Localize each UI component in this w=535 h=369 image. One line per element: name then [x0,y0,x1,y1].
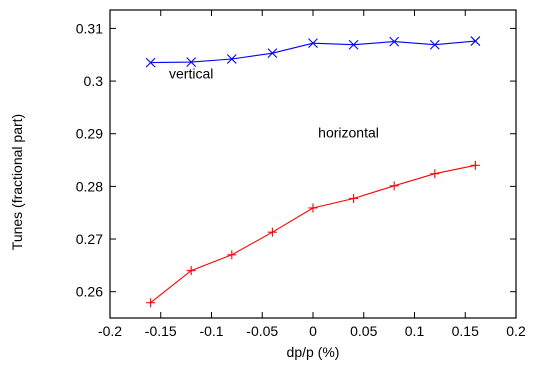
horizontal-point [470,160,480,170]
horizontal-point [349,193,359,203]
x-tick-label: -0.1 [199,323,223,339]
y-axis-label: Tunes (fractional part) [9,114,25,250]
horizontal-point [146,298,156,308]
horizontal-point [389,181,399,191]
horizontal-point [267,227,277,237]
y-tick-label: 0.31 [76,20,103,36]
y-tick-label: 0.28 [76,178,103,194]
x-tick-label: -0.05 [246,323,278,339]
plot-series: vertical horizontal [145,36,481,308]
x-tick-label: 0.1 [405,323,425,339]
plot-frame [109,9,517,319]
vertical-point [186,57,197,68]
horizontal-point [308,203,318,213]
vertical-point [470,36,481,46]
y-tick-label: 0.3 [84,73,104,89]
x-tick-label: 0.2 [506,323,526,339]
vertical-point [308,38,318,49]
x-tick-label: 0.05 [350,323,377,339]
y-tick-label: 0.27 [76,231,103,247]
x-tick-label: -0.2 [98,323,122,339]
x-tick-label: 0 [309,323,317,339]
vertical-point [226,54,237,64]
vertical-label: vertical [169,65,213,81]
y-tick-label: 0.26 [76,284,103,300]
vertical-line [150,40,476,64]
vertical-point [145,57,156,68]
x-tick-label: -0.15 [145,323,177,339]
vertical-point [348,39,359,50]
y-tick-label: 0.29 [76,126,103,142]
horizontal-label: horizontal [318,124,379,140]
x-tick-label: 0.15 [452,323,479,339]
vertical-point [267,48,278,59]
horizontal-line [150,164,476,304]
series-horizontal: horizontal [146,124,480,308]
horizontal-point [227,250,237,260]
series-vertical: vertical [145,36,481,81]
axes: -0.2 -0.15 -0.1 -0.05 0 0.05 0.1 0.15 0.2 0.26 0.2… [76,9,526,339]
horizontal-point [186,266,196,276]
vertical-point [389,36,400,47]
vertical-point [429,39,440,50]
horizontal-point [430,169,440,179]
x-axis-label: dp/p (%) [287,344,340,360]
